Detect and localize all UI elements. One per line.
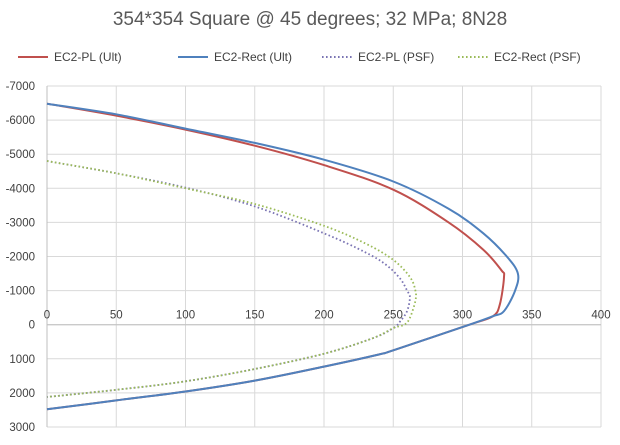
series-line-2 [46,160,411,398]
y-tick-label: -3000 [6,217,35,229]
series-group [46,102,520,411]
x-tick-label: 50 [110,310,123,322]
y-tick-label: 1000 [9,354,35,366]
x-tick-label: 0 [44,310,50,322]
y-tick-label: -5000 [6,149,35,161]
tick-labels: -7000-6000-5000-4000-3000-2000-100001000… [6,81,611,434]
legend-label-0: EC2-PL (Ult) [54,50,122,64]
y-tick-label: -1000 [6,286,35,298]
y-tick-label: -6000 [6,115,35,127]
y-tick-label: -7000 [6,81,35,93]
axes [46,86,601,427]
legend-label-3: EC2-Rect (PSF) [494,50,581,64]
y-tick-label: 3000 [9,422,35,434]
legend-label-2: EC2-PL (PSF) [358,50,434,64]
legend-label-1: EC2-Rect (Ult) [214,50,292,64]
x-tick-label: 200 [314,310,333,322]
x-tick-label: 150 [245,310,264,322]
x-tick-label: 250 [384,310,403,322]
x-tick-label: 350 [522,310,541,322]
y-tick-label: -4000 [6,183,35,195]
y-tick-label: 0 [29,320,35,332]
x-tick-label: 100 [176,310,195,322]
series-line-1 [46,102,520,411]
y-tick-label: -2000 [6,252,35,264]
y-tick-label: 2000 [9,388,35,400]
x-tick-label: 300 [453,310,472,322]
chart-title: 354*354 Square @ 45 degrees; 32 MPa; 8N2… [113,9,507,30]
series-line-3 [46,160,417,398]
x-tick-label: 400 [591,310,610,322]
legend: EC2-PL (Ult) EC2-Rect (Ult) EC2-PL (PSF) EC… [18,50,581,64]
grid [46,85,602,428]
